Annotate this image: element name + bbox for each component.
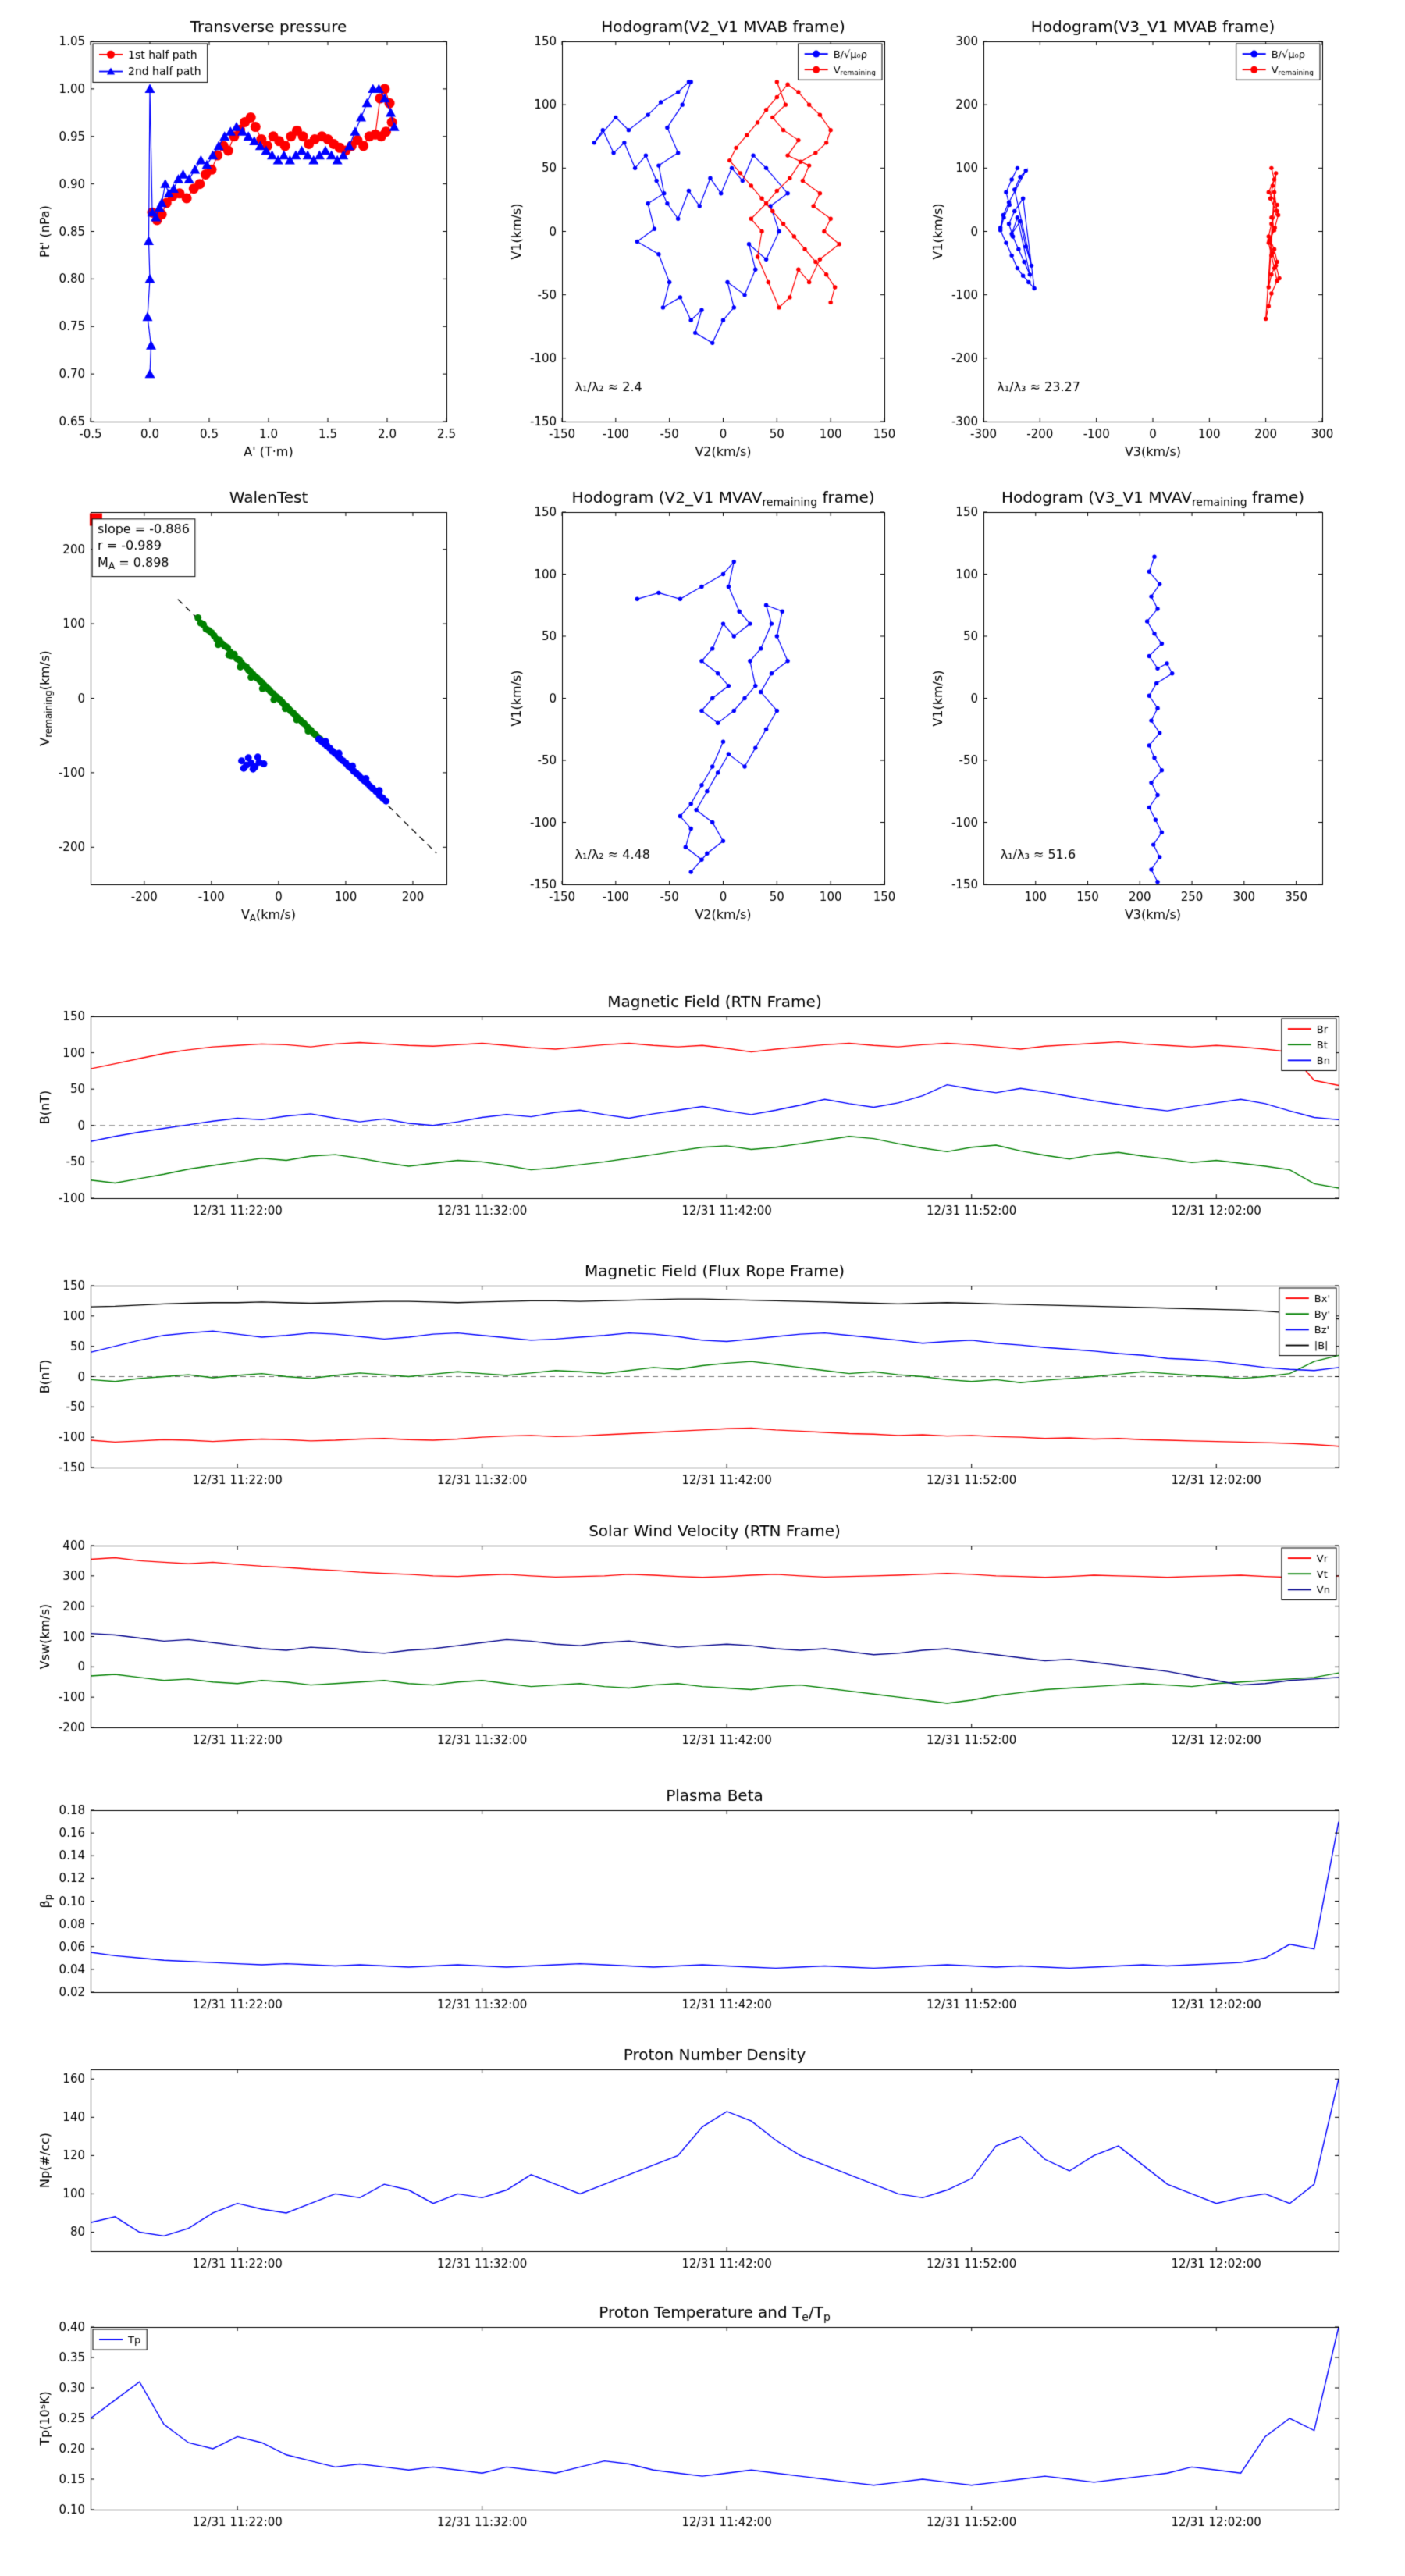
- hodogram-v3v1-mvav-chart: [929, 484, 1333, 925]
- solar-wind-velocity-chart: [36, 1517, 1350, 1768]
- walen-test-chart: [36, 484, 457, 925]
- hodogram-v2v1-mvav-chart-canvas: [507, 484, 895, 925]
- plasma-beta-chart: [36, 1782, 1350, 2033]
- proton-temperature-chart-canvas: [36, 2299, 1350, 2550]
- hodogram-v3v1-mvab-chart: [929, 13, 1333, 462]
- magnetic-field-fluxrope-chart: [36, 1258, 1350, 1508]
- proton-density-chart-canvas: [36, 2041, 1350, 2292]
- hodogram-v3v1-mvav-chart-canvas: [929, 484, 1333, 925]
- solar-wind-velocity-chart-canvas: [36, 1517, 1350, 1768]
- proton-density-chart: [36, 2041, 1350, 2292]
- magnetic-field-rtn-chart-canvas: [36, 988, 1350, 1239]
- walen-test-chart-canvas: [36, 484, 457, 925]
- transverse-pressure-chart: [36, 13, 457, 462]
- magnetic-field-fluxrope-chart-canvas: [36, 1258, 1350, 1508]
- magnetic-field-rtn-chart: [36, 988, 1350, 1239]
- proton-temperature-chart: [36, 2299, 1350, 2550]
- hodogram-v3v1-mvab-chart-canvas: [929, 13, 1333, 462]
- hodogram-v2v1-mvab-chart: [507, 13, 895, 462]
- hodogram-v2v1-mvav-chart: [507, 484, 895, 925]
- transverse-pressure-chart-canvas: [36, 13, 457, 462]
- plasma-beta-chart-canvas: [36, 1782, 1350, 2033]
- hodogram-v2v1-mvab-chart-canvas: [507, 13, 895, 462]
